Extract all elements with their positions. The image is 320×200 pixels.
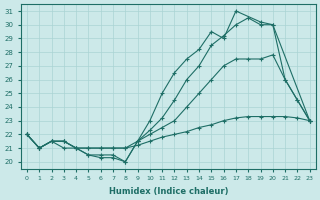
X-axis label: Humidex (Indice chaleur): Humidex (Indice chaleur): [108, 187, 228, 196]
